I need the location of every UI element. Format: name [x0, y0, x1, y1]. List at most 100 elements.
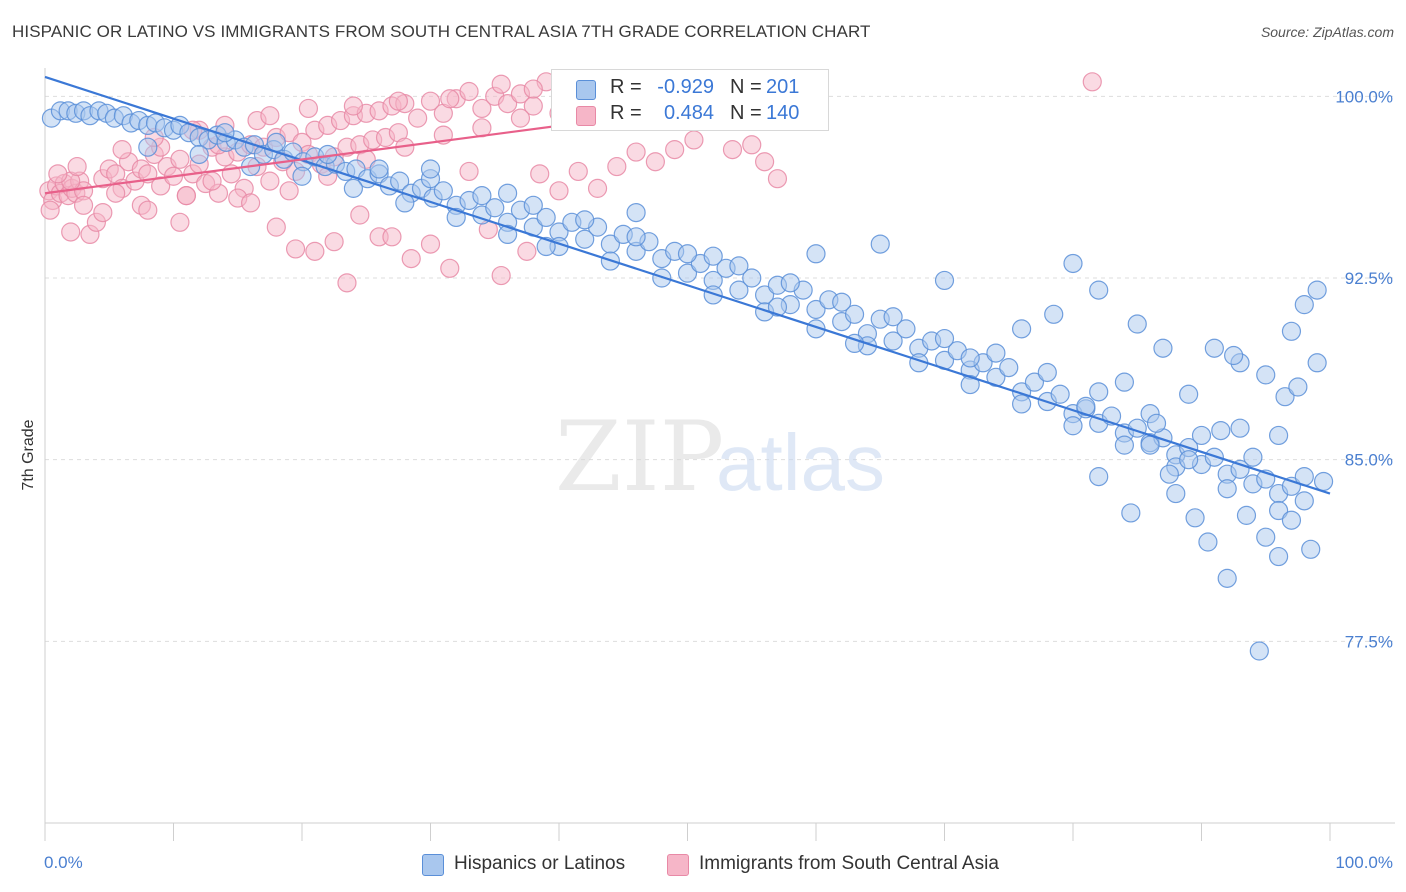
hispanics-point [999, 358, 1019, 378]
hispanics-point [1127, 314, 1147, 334]
hispanics-point [1243, 447, 1263, 467]
immigrants-point [279, 123, 299, 143]
hispanics-trend-line [44, 75, 1331, 495]
grid-lines [45, 95, 1395, 642]
immigrants-point [587, 178, 608, 198]
y-tick-label: 77.5% [1345, 632, 1393, 651]
hispanics-point [883, 307, 903, 327]
hispanics-point [767, 297, 788, 317]
hispanics-point [1044, 304, 1064, 324]
legend-n-label: N = [730, 76, 762, 98]
legend-swatch-blue [576, 80, 596, 100]
immigrants-point [170, 212, 190, 232]
legend-r-label: R = [610, 76, 642, 98]
hispanics-point [1307, 353, 1327, 373]
hispanics-point [343, 178, 363, 198]
hispanics-point [1063, 253, 1083, 274]
immigrants-point [754, 152, 775, 172]
immigrants-point [279, 181, 299, 201]
source-label: Source: ZipAtlas.com [1260, 24, 1394, 40]
hispanics-point [1294, 491, 1314, 511]
immigrants-point [523, 79, 543, 99]
hispanics-point [780, 273, 800, 293]
hispanics-point [703, 285, 723, 305]
hispanics-point [575, 229, 595, 249]
hispanics-point [433, 181, 453, 201]
hispanics-point [1089, 382, 1109, 402]
watermark-zip: ZIP [555, 401, 724, 513]
immigrants-point [722, 140, 743, 160]
hispanics-point [626, 203, 646, 223]
immigrants-point [626, 142, 646, 162]
hispanics-point [446, 207, 466, 228]
hispanics-point [1159, 464, 1179, 484]
legend-swatch-pink [576, 106, 596, 126]
immigrants-point [67, 156, 87, 177]
legend-n-label: N = [730, 102, 762, 124]
immigrants-point [106, 183, 126, 203]
immigrants-point [324, 232, 344, 252]
hispanics-point [1217, 568, 1237, 588]
hispanics-point [844, 304, 865, 324]
hispanics-point [1166, 483, 1186, 504]
series-hispanics-points [41, 101, 1334, 661]
immigrants-point [1082, 72, 1102, 92]
hispanics-point [1294, 295, 1314, 315]
y-tick-label: 100.0% [1335, 87, 1393, 106]
hispanics-point [1288, 377, 1308, 397]
hispanics-point [138, 137, 158, 157]
hispanics-point [742, 268, 762, 288]
hispanics-point [1268, 425, 1289, 446]
immigrants-point [388, 91, 408, 111]
legend-n-value: 140 [766, 102, 800, 124]
hispanics-point [1249, 641, 1269, 661]
immigrants-point [742, 135, 762, 155]
hispanics-point [498, 224, 518, 244]
immigrants-point [472, 98, 492, 119]
hispanics-point [806, 299, 826, 320]
hispanics-point [1198, 532, 1218, 552]
hispanics-point [1204, 338, 1224, 358]
immigrants-point [337, 273, 357, 293]
x-tick-label: 0.0% [44, 853, 83, 872]
hispanics-point [870, 234, 890, 254]
legend-r-value: -0.929 [657, 76, 714, 98]
immigrants-point [285, 239, 306, 259]
watermark-atlas: atlas [716, 418, 885, 507]
hispanics-point [575, 210, 595, 230]
hispanics-point [806, 244, 826, 264]
hispanics-point [485, 198, 505, 218]
hispanics-point [1281, 321, 1302, 341]
immigrants-point [420, 91, 441, 111]
hispanics-point [189, 144, 209, 165]
hispanics-point [1050, 384, 1070, 404]
hispanics-point [1179, 450, 1199, 470]
hispanics-point [883, 331, 903, 351]
hispanics-point [498, 183, 518, 203]
hispanics-point [1063, 416, 1083, 436]
legend-label-hispanics: Hispanics or Latinos [454, 853, 626, 874]
hispanics-point [523, 195, 543, 215]
immigrants-point [491, 265, 511, 286]
hispanics-point [1236, 505, 1257, 525]
hispanics-point [1256, 527, 1276, 547]
hispanics-point [1217, 479, 1237, 499]
hispanics-point [536, 207, 556, 228]
immigrants-point [420, 234, 441, 254]
hispanics-point [1211, 421, 1231, 441]
immigrants-point [510, 108, 531, 128]
hispanics-point [1191, 425, 1212, 446]
immigrants-point [382, 227, 402, 247]
hispanics-point [369, 159, 389, 179]
immigrants-point [350, 205, 370, 225]
immigrants-point [260, 171, 280, 191]
immigrants-point [665, 140, 685, 160]
immigrants-point [343, 96, 363, 116]
hispanics-point [934, 328, 955, 349]
watermark: ZIP atlas [555, 401, 885, 513]
hispanics-point [1114, 435, 1135, 455]
hispanics-point [472, 186, 492, 206]
immigrants-point [241, 193, 261, 213]
hispanics-point [960, 348, 980, 368]
